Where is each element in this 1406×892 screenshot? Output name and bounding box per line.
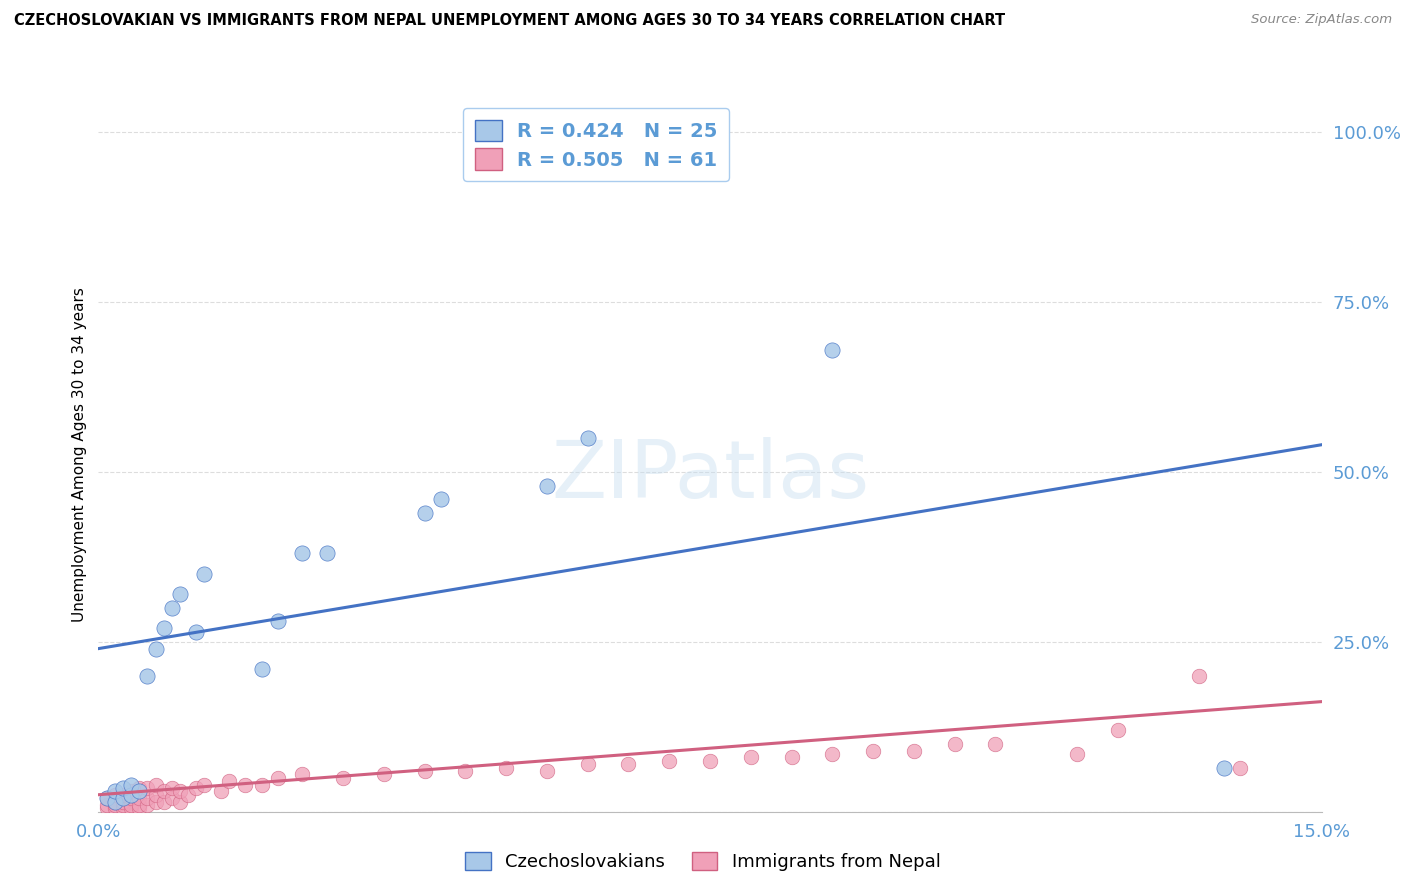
Point [145, 641, 167, 656]
Point [1107, 723, 1129, 738]
Point [413, 506, 436, 520]
Point [169, 795, 191, 809]
Point [1066, 747, 1088, 761]
Point [780, 750, 803, 764]
Point [104, 801, 127, 815]
Point [96, 797, 118, 812]
Point [250, 662, 273, 676]
Point [152, 795, 174, 809]
Point [96, 791, 118, 805]
Point [291, 546, 314, 560]
Point [186, 624, 208, 639]
Point [128, 797, 150, 812]
Point [136, 797, 159, 812]
Point [169, 784, 191, 798]
Point [111, 797, 134, 812]
Point [145, 795, 167, 809]
Text: CZECHOSLOVAKIAN VS IMMIGRANTS FROM NEPAL UNEMPLOYMENT AMONG AGES 30 TO 34 YEARS : CZECHOSLOVAKIAN VS IMMIGRANTS FROM NEPAL… [14, 13, 1005, 29]
Point [862, 743, 884, 757]
Point [160, 600, 183, 615]
Point [120, 778, 142, 792]
Point [160, 780, 183, 795]
Text: ZIPatlas: ZIPatlas [551, 437, 869, 516]
Point [699, 754, 721, 768]
Point [186, 780, 208, 795]
Point [120, 784, 142, 798]
Point [145, 778, 167, 792]
Text: Source: ZipAtlas.com: Source: ZipAtlas.com [1251, 13, 1392, 27]
Point [984, 737, 1007, 751]
Point [267, 771, 290, 785]
Point [120, 788, 142, 802]
Point [454, 764, 477, 778]
Point [120, 791, 142, 805]
Point [373, 767, 395, 781]
Point [111, 780, 134, 795]
Point [152, 621, 174, 635]
Legend: R = 0.424   N = 25, R = 0.505   N = 61: R = 0.424 N = 25, R = 0.505 N = 61 [463, 108, 730, 181]
Point [495, 760, 517, 774]
Point [1212, 760, 1234, 774]
Point [96, 801, 118, 815]
Point [152, 784, 174, 798]
Point [821, 747, 844, 761]
Point [128, 791, 150, 805]
Point [120, 801, 142, 815]
Point [233, 778, 256, 792]
Point [111, 795, 134, 809]
Point [740, 750, 762, 764]
Point [104, 784, 127, 798]
Point [903, 743, 925, 757]
Point [193, 566, 215, 581]
Point [218, 774, 240, 789]
Point [193, 778, 215, 792]
Point [1229, 760, 1251, 774]
Point [430, 492, 453, 507]
Point [111, 801, 134, 815]
Point [177, 788, 200, 802]
Point [536, 478, 558, 492]
Point [658, 754, 681, 768]
Point [111, 788, 134, 802]
Point [315, 546, 337, 560]
Point [413, 764, 436, 778]
Point [128, 784, 150, 798]
Point [267, 615, 290, 629]
Point [96, 791, 118, 805]
Point [576, 757, 599, 772]
Point [120, 797, 142, 812]
Point [332, 771, 354, 785]
Point [169, 587, 191, 601]
Point [576, 431, 599, 445]
Y-axis label: Unemployment Among Ages 30 to 34 years: Unemployment Among Ages 30 to 34 years [72, 287, 87, 623]
Point [104, 797, 127, 812]
Point [145, 788, 167, 802]
Point [128, 780, 150, 795]
Point [160, 791, 183, 805]
Point [111, 791, 134, 805]
Point [943, 737, 966, 751]
Point [128, 801, 150, 815]
Point [1188, 669, 1211, 683]
Point [136, 780, 159, 795]
Point [250, 778, 273, 792]
Point [104, 795, 127, 809]
Point [536, 764, 558, 778]
Point [617, 757, 640, 772]
Point [104, 795, 127, 809]
Point [209, 784, 232, 798]
Point [821, 343, 844, 357]
Point [104, 788, 127, 802]
Point [136, 791, 159, 805]
Point [136, 669, 159, 683]
Legend: Czechoslovakians, Immigrants from Nepal: Czechoslovakians, Immigrants from Nepal [458, 845, 948, 879]
Point [291, 767, 314, 781]
